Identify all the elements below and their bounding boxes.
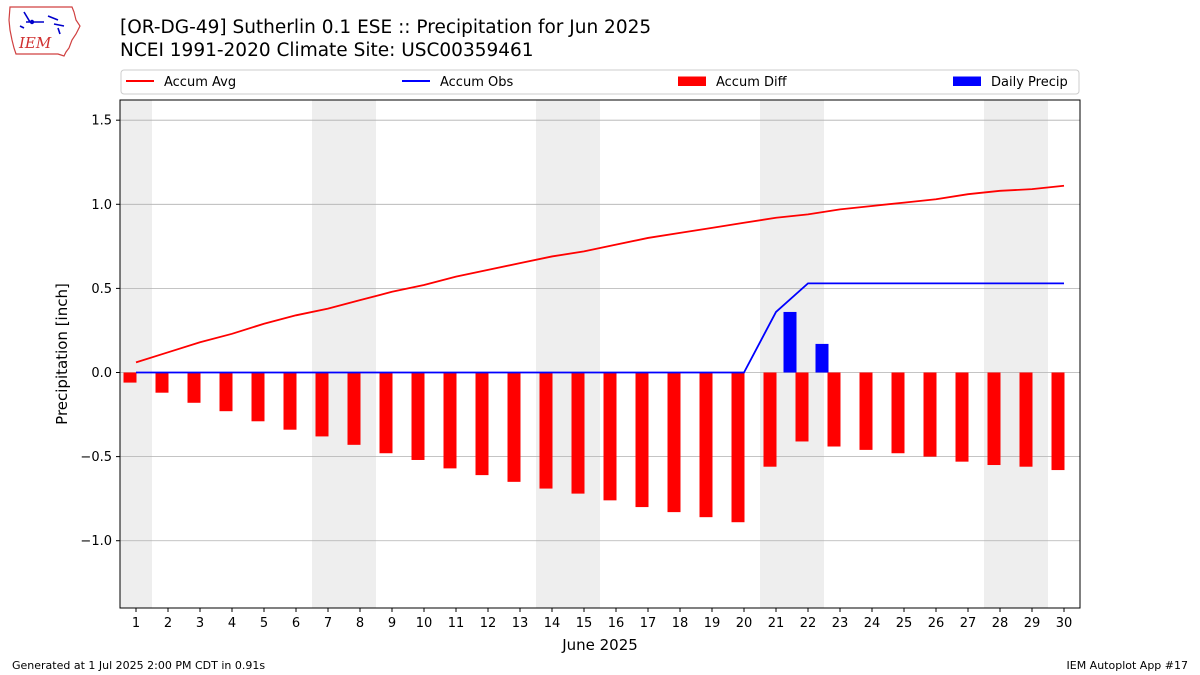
axis-ticks: 1.51.00.50.0−0.5−1.01 2 3 4 5 6 7 8 9 10 11 12 13 14 1…	[80, 114, 1072, 631]
y-tick-label: 0.0	[91, 366, 112, 381]
app-id: IEM Autoplot App #17	[1066, 659, 1189, 672]
accum-diff-bar	[411, 372, 425, 460]
accum-diff-bar	[507, 372, 521, 482]
x-tick-label: 25	[896, 616, 913, 631]
x-tick-label: 6	[292, 616, 300, 631]
x-tick-label: 19	[704, 616, 721, 631]
accum-diff-bar	[251, 372, 265, 422]
accum-diff-bar	[315, 372, 329, 437]
accum-diff-bar	[187, 372, 201, 403]
x-tick-label: 10	[416, 616, 433, 631]
accum-diff-bar	[155, 372, 169, 393]
x-tick-label: 1	[132, 616, 140, 631]
logo-text: IEM	[18, 34, 52, 52]
accum-diff-bar	[571, 372, 585, 494]
x-tick-label: 9	[388, 616, 396, 631]
accum-diff-bar	[443, 372, 457, 469]
accum-diff-bar	[219, 372, 233, 412]
x-tick-label: 2	[164, 616, 172, 631]
accum-diff-bar	[123, 372, 137, 383]
legend-label: Accum Obs	[440, 75, 513, 90]
x-tick-label: 8	[356, 616, 364, 631]
iem-logo: IEM	[8, 6, 81, 57]
legend-swatch-bar	[953, 76, 981, 86]
x-tick-label: 11	[448, 616, 465, 631]
accum-avg-line	[135, 184, 1065, 364]
x-tick-label: 17	[640, 616, 657, 631]
accum-diff-bar	[859, 372, 873, 450]
weekend-shade	[536, 100, 568, 608]
x-tick-label: 27	[960, 616, 977, 631]
accum-diff-bar	[699, 372, 713, 518]
weekend-shade	[1016, 100, 1048, 608]
bars	[123, 311, 1065, 523]
x-tick-label: 14	[544, 616, 561, 631]
legend-label: Accum Diff	[716, 75, 788, 90]
weekend-shade	[984, 100, 1016, 608]
y-tick-label: 1.0	[91, 198, 112, 213]
x-tick-label: 20	[736, 616, 753, 631]
accum-diff-bar	[667, 372, 681, 513]
x-tick-label: 5	[260, 616, 268, 631]
accum-diff-bar	[379, 372, 393, 454]
x-tick-label: 18	[672, 616, 689, 631]
legend: Accum Avg Accum Obs Accum Diff Daily Precip	[120, 69, 1080, 95]
x-tick-label: 23	[832, 616, 849, 631]
accum-diff-bar	[635, 372, 649, 508]
accum-diff-bar	[891, 372, 905, 454]
weekend-shade	[568, 100, 600, 608]
x-tick-label: 13	[512, 616, 529, 631]
generated-timestamp: Generated at 1 Jul 2025 2:00 PM CDT in 0…	[12, 659, 266, 672]
weekend-shading	[120, 100, 1048, 608]
plot-frame	[119, 99, 1081, 609]
accum-diff-bar	[987, 372, 1001, 466]
accum-diff-bar	[763, 372, 777, 467]
accum-obs-line	[136, 282, 1064, 374]
legend-label: Accum Avg	[164, 75, 236, 90]
y-tick-label: 1.5	[91, 114, 112, 129]
y-axis-label: Precipitation [inch]	[53, 283, 71, 425]
accum-diff-bar	[347, 372, 361, 445]
x-tick-label: 30	[1056, 616, 1073, 631]
daily-precip-bar	[783, 311, 797, 373]
x-tick-label: 3	[196, 616, 204, 631]
legend-box	[120, 69, 1080, 95]
x-tick-label: 7	[324, 616, 332, 631]
x-tick-label: 15	[576, 616, 593, 631]
y-tick-label: −1.0	[80, 534, 112, 549]
accum-diff-bar	[603, 372, 617, 501]
x-tick-label: 16	[608, 616, 625, 631]
accum-diff-bar	[923, 372, 937, 457]
x-tick-label: 22	[800, 616, 817, 631]
x-tick-label: 24	[864, 616, 881, 631]
x-tick-label: 12	[480, 616, 497, 631]
accum-diff-bar	[283, 372, 297, 430]
x-tick-label: 28	[992, 616, 1009, 631]
weekend-shade	[344, 100, 376, 608]
x-tick-label: 29	[1024, 616, 1041, 631]
x-tick-label: 4	[228, 616, 236, 631]
chart-title: [OR-DG-49] Sutherlin 0.1 ESE :: Precipit…	[120, 17, 652, 38]
accum-diff-bar	[1051, 372, 1065, 471]
accum-diff-bar	[1019, 372, 1033, 467]
accum-diff-bar	[731, 372, 745, 523]
y-tick-label: 0.5	[91, 282, 112, 297]
accum-diff-bar	[955, 372, 969, 462]
legend-swatch-bar	[678, 76, 706, 86]
accum-diff-bar	[539, 372, 553, 489]
legend-label: Daily Precip	[991, 75, 1068, 90]
y-tick-label: −0.5	[80, 450, 112, 465]
x-tick-label: 21	[768, 616, 785, 631]
accum-diff-bar	[827, 372, 841, 447]
x-axis-label: June 2025	[561, 636, 638, 654]
weekend-shade	[120, 100, 152, 608]
series-lines	[135, 184, 1065, 374]
accum-diff-bar	[475, 372, 489, 476]
accum-diff-bar	[795, 372, 809, 442]
x-tick-label: 26	[928, 616, 945, 631]
weekend-shade	[312, 100, 344, 608]
chart-subtitle: NCEI 1991-2020 Climate Site: USC00359461	[120, 40, 534, 61]
daily-precip-bar	[815, 343, 829, 373]
